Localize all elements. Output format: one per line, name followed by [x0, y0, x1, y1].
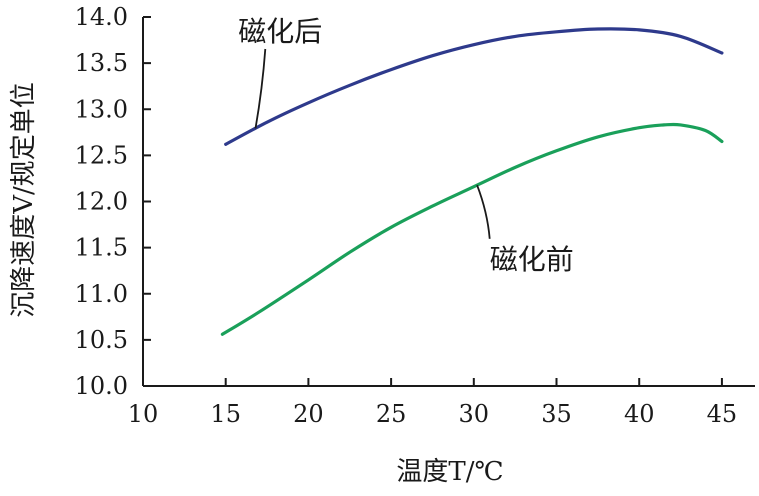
y-tick-label: 10.5	[75, 326, 128, 354]
x-tick-label: 40	[624, 400, 655, 428]
y-tick-label: 12.0	[75, 188, 128, 216]
series-line-1	[220, 122, 724, 336]
x-tick-label: 35	[541, 400, 572, 428]
x-tick-label: 45	[707, 400, 738, 428]
x-axis-title: 温度T/℃	[396, 457, 503, 487]
x-tick-label: 10	[128, 400, 159, 428]
x-tick-label: 30	[459, 400, 490, 428]
x-tick-label: 20	[293, 400, 324, 428]
series-layer	[220, 27, 724, 336]
series-line-0	[224, 27, 724, 146]
series-annotation-label: 磁化前	[490, 243, 574, 276]
y-tick-label: 11.0	[75, 280, 128, 308]
y-tick-label: 11.5	[75, 234, 128, 262]
y-tick-label: 13.0	[75, 95, 128, 123]
y-tick-label: 10.0	[75, 372, 128, 400]
axes	[142, 17, 755, 387]
x-tick-label: 25	[376, 400, 407, 428]
ticks: 10.0 10.5 11.0 11.5 12.0 12.5 13.0 13.5 14.0 10 15…	[75, 3, 738, 428]
x-tick-label: 15	[210, 400, 241, 428]
y-axis-title: 沉降速度V/规定单位	[9, 82, 39, 318]
series-annotation-label: 磁化后	[238, 15, 322, 48]
y-tick-label: 14.0	[75, 3, 128, 31]
annotation-leader-line	[254, 48, 267, 129]
y-tick-label: 13.5	[75, 49, 128, 77]
annotation-leader-line	[476, 184, 491, 239]
y-tick-label: 12.5	[75, 141, 128, 169]
